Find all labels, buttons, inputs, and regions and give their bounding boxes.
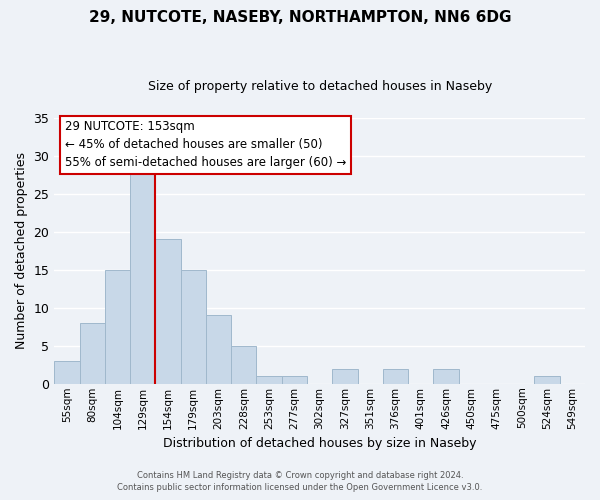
Y-axis label: Number of detached properties: Number of detached properties [15, 152, 28, 350]
Bar [231, 346, 256, 384]
Bar [383, 368, 408, 384]
Bar [130, 171, 155, 384]
Title: Size of property relative to detached houses in Naseby: Size of property relative to detached ho… [148, 80, 492, 93]
Text: 29 NUTCOTE: 153sqm
← 45% of detached houses are smaller (50)
55% of semi-detache: 29 NUTCOTE: 153sqm ← 45% of detached hou… [65, 120, 346, 170]
Bar [54, 361, 80, 384]
Bar [105, 270, 130, 384]
X-axis label: Distribution of detached houses by size in Naseby: Distribution of detached houses by size … [163, 437, 476, 450]
Text: 29, NUTCOTE, NASEBY, NORTHAMPTON, NN6 6DG: 29, NUTCOTE, NASEBY, NORTHAMPTON, NN6 6D… [89, 10, 511, 25]
Bar [155, 240, 181, 384]
Bar [181, 270, 206, 384]
Bar [433, 368, 458, 384]
Bar [206, 316, 231, 384]
Bar [282, 376, 307, 384]
Text: Contains HM Land Registry data © Crown copyright and database right 2024.
Contai: Contains HM Land Registry data © Crown c… [118, 471, 482, 492]
Bar [80, 323, 105, 384]
Bar [535, 376, 560, 384]
Bar [332, 368, 358, 384]
Bar [256, 376, 282, 384]
